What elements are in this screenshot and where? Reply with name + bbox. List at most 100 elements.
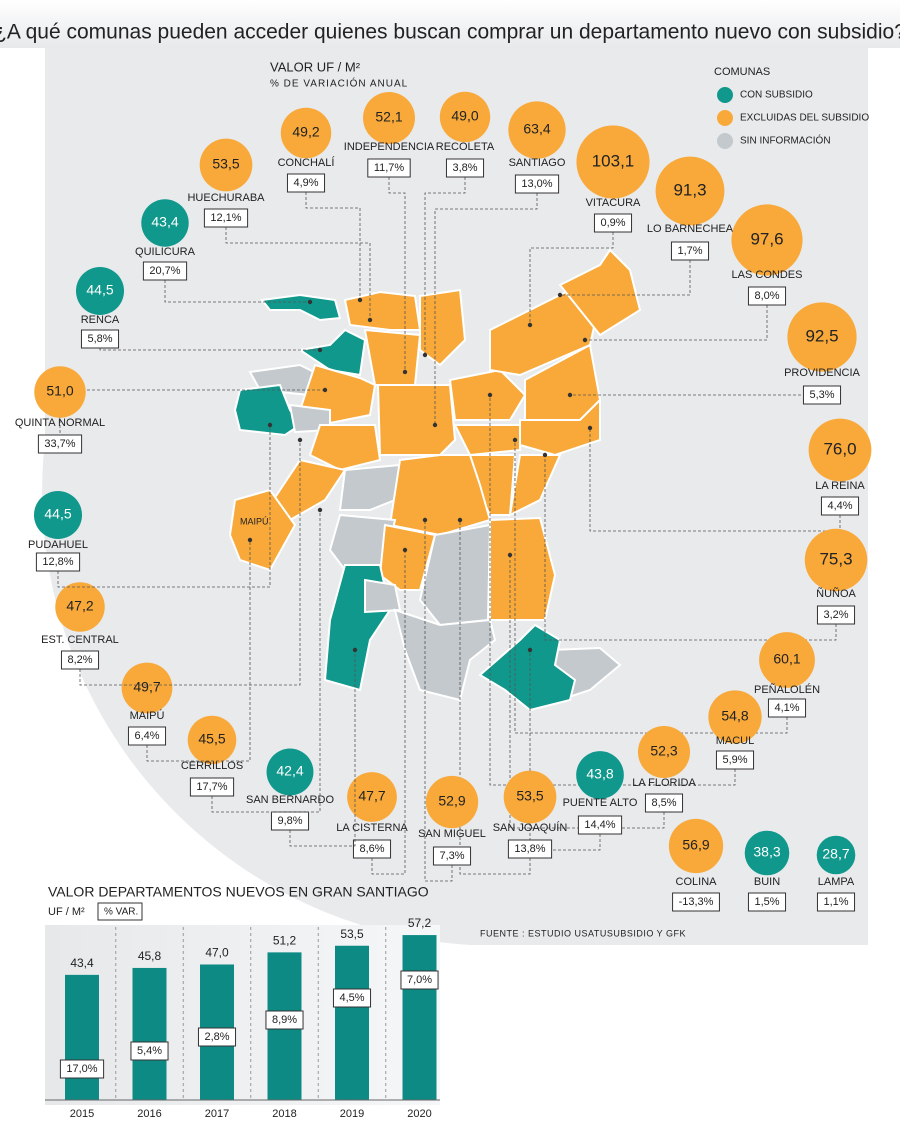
leader-dot	[307, 299, 313, 305]
variation-label: 3,2%	[823, 609, 848, 621]
price-bubble	[787, 302, 857, 372]
bar-panel	[45, 925, 440, 1105]
bar-variation: 5,4%	[137, 1045, 162, 1057]
commune-name: ÑUÑOA	[816, 587, 856, 600]
price-label: 43,4	[151, 214, 178, 230]
variation-label: 33,7%	[44, 438, 75, 450]
price-label: 47,2	[66, 598, 93, 614]
leader-dot	[487, 392, 493, 398]
region	[338, 463, 402, 511]
variation-label-box	[816, 892, 856, 912]
commune-name: QUINTA NORMAL	[15, 417, 105, 429]
x-tick-label: 2020	[407, 1108, 431, 1120]
leader-line	[146, 540, 251, 762]
commune-name: LO BARNECHEA	[647, 223, 734, 235]
price-label: 54,8	[721, 708, 748, 724]
commune-name: CERRILLOS	[181, 760, 243, 772]
region	[364, 578, 402, 614]
price-label: 38,3	[753, 844, 780, 860]
commune-name: QUILICURA	[135, 246, 196, 258]
bar-title: VALOR DEPARTAMENTOS NUEVOS EN GRAN SANTI…	[48, 884, 429, 900]
price-bubble	[33, 490, 83, 540]
x-tick-label: 2018	[272, 1108, 296, 1120]
price-label: 49,2	[292, 124, 319, 140]
legend-swatch	[717, 133, 733, 149]
variation-key: % VAR.	[104, 907, 138, 918]
price-label: 60,1	[773, 651, 800, 667]
leader-line	[560, 260, 691, 296]
price-label: 44,5	[44, 506, 71, 522]
leader-line	[585, 305, 768, 341]
bar-variation-box	[265, 1010, 304, 1030]
price-label: 49,0	[451, 108, 478, 124]
legend-title: COMUNAS	[714, 66, 770, 78]
price-bubble	[744, 830, 790, 876]
variation-key-box	[97, 902, 143, 921]
leader-line	[388, 177, 406, 372]
variation-label: 1,1%	[823, 896, 848, 908]
variation-label: 4,4%	[827, 500, 852, 512]
x-tick-label: 2019	[340, 1108, 364, 1120]
leader-dot	[352, 647, 358, 653]
region	[363, 328, 422, 386]
price-bubble	[576, 751, 624, 799]
leader-line	[99, 348, 320, 351]
leader-line	[529, 650, 601, 851]
district-label: MAIPÚ	[240, 516, 269, 526]
value-label: 43,4	[70, 956, 94, 970]
variation-label: 12,8%	[42, 556, 73, 568]
commune-name: PROVIDENCIA	[784, 367, 860, 379]
leader-dot	[542, 452, 548, 458]
commune-name: LA FLORIDA	[632, 777, 696, 789]
leader-dot	[587, 425, 593, 431]
leader-dot	[402, 547, 408, 553]
commune-name: SAN MIGUEL	[418, 828, 486, 840]
leader-dot	[247, 537, 253, 543]
variation-label-box	[747, 286, 787, 306]
price-bubble	[199, 138, 253, 192]
price-label: 92,5	[805, 326, 838, 345]
bar	[402, 935, 437, 1100]
region	[393, 608, 497, 702]
price-bubble	[508, 101, 566, 159]
value-label: 53,5	[340, 927, 364, 941]
commune-name: RENCA	[81, 314, 120, 326]
price-bubble	[655, 156, 725, 226]
variation-label: 8,0%	[754, 290, 779, 302]
price-label: 52,9	[438, 793, 465, 809]
variation-label-box	[352, 839, 392, 859]
variation-label-box	[80, 329, 120, 349]
commune-name: CONCHALÍ	[278, 156, 336, 169]
variation-label-box	[747, 892, 787, 912]
commune-name: EST. CENTRAL	[41, 634, 119, 646]
leader-line	[289, 650, 356, 847]
leader-line	[305, 192, 361, 300]
commune-name: LAMPA	[818, 876, 855, 888]
variation-label: 3,8%	[452, 162, 477, 174]
variation-label-box	[127, 726, 167, 746]
header-bg	[0, 0, 900, 48]
leader-dot	[317, 507, 323, 513]
legend-swatch	[717, 87, 733, 103]
price-bubble	[280, 107, 332, 159]
bar-variation-box	[197, 1027, 237, 1047]
price-bubble	[808, 418, 872, 482]
variation-label-box	[644, 793, 684, 813]
price-bubble	[503, 770, 557, 824]
bar	[335, 945, 369, 1100]
price-label: 42,4	[276, 763, 303, 779]
value-label: 45,8	[138, 949, 162, 963]
leader-dot	[422, 352, 428, 358]
legend-swatch	[717, 110, 733, 126]
variation-label-box	[60, 650, 100, 670]
leader-dot	[317, 347, 323, 353]
leader-line	[225, 227, 371, 320]
commune-name: MACUL	[716, 735, 755, 747]
variation-label-box	[670, 241, 710, 261]
variation-label: 1,5%	[754, 896, 779, 908]
variation-label-box	[270, 811, 310, 831]
variation-label-box	[514, 174, 560, 194]
variation-label: 4,1%	[774, 702, 799, 714]
variation-label-box	[367, 158, 411, 178]
leader-line	[164, 280, 310, 303]
